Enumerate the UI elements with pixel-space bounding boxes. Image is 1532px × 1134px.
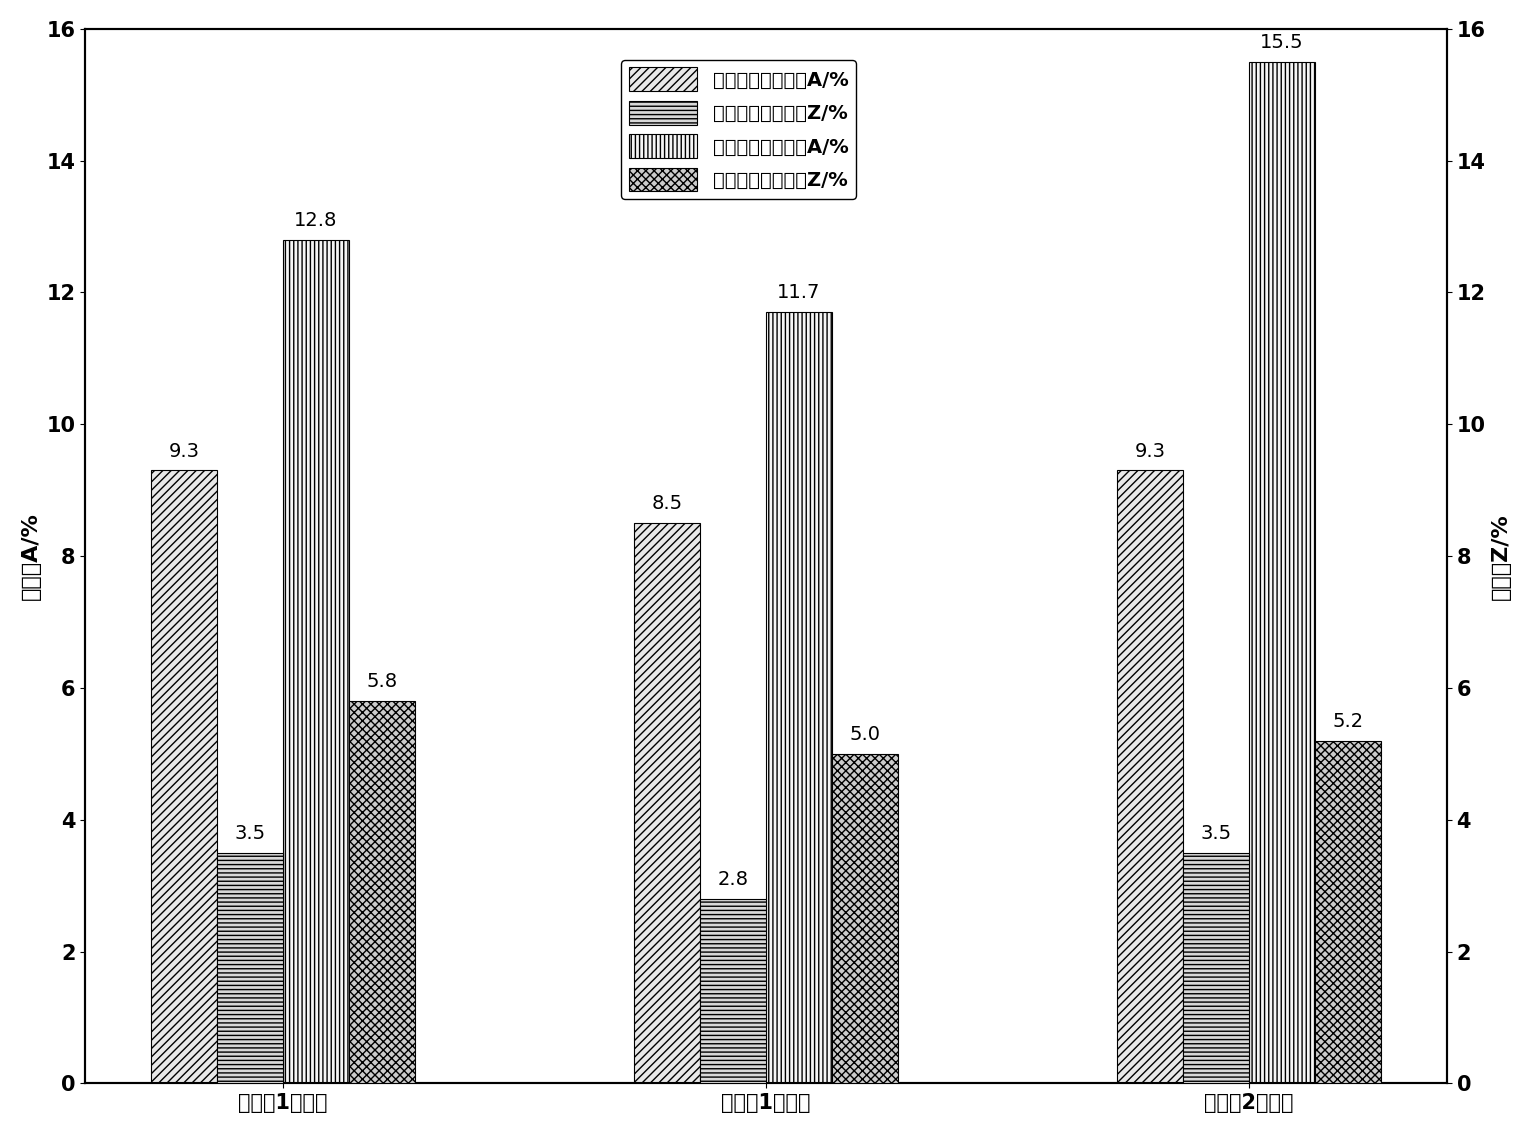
Text: 12.8: 12.8 (294, 211, 337, 230)
Text: 11.7: 11.7 (777, 284, 821, 303)
Text: 3.5: 3.5 (1201, 824, 1232, 843)
Bar (349, 701, 415, 1083)
Text: 15.5: 15.5 (1261, 33, 1304, 52)
Bar (218, 853, 283, 1083)
Y-axis label: 收缩率Z/%: 收缩率Z/% (1491, 513, 1511, 600)
Text: 2.8: 2.8 (717, 870, 749, 889)
Bar (1314, 741, 1380, 1083)
Y-axis label: 伸长率A/%: 伸长率A/% (21, 513, 41, 600)
Bar (152, 471, 218, 1083)
Legend: 热暴露前的伸长率A/%, 热暴露后的收缩率Z/%, 热暴露前的伸长率A/%, 热暴露后的收缩率Z/%: 热暴露前的伸长率A/%, 热暴露后的收缩率Z/%, 热暴露前的伸长率A/%, 热… (622, 60, 856, 200)
Bar (1249, 61, 1314, 1083)
Text: 9.3: 9.3 (1135, 441, 1166, 460)
Text: 5.8: 5.8 (366, 672, 397, 692)
Text: 5.2: 5.2 (1333, 712, 1363, 730)
Bar (766, 312, 832, 1083)
Text: 8.5: 8.5 (651, 494, 683, 514)
Bar (283, 239, 349, 1083)
Text: 9.3: 9.3 (169, 441, 199, 460)
Bar (832, 754, 898, 1083)
Bar (1117, 471, 1183, 1083)
Bar (1183, 853, 1249, 1083)
Bar (634, 523, 700, 1083)
Bar (700, 899, 766, 1083)
Text: 3.5: 3.5 (234, 824, 265, 843)
Text: 5.0: 5.0 (849, 725, 881, 744)
